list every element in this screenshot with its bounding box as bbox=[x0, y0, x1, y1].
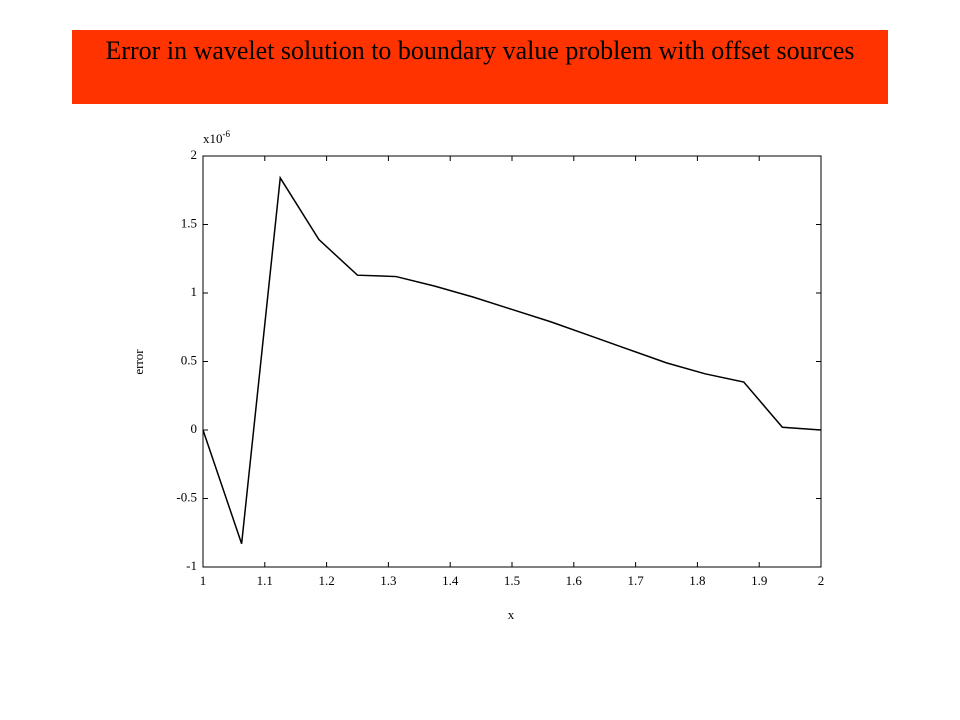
y-tick-label: 1 bbox=[191, 284, 198, 299]
y-multiplier-exponent: -6 bbox=[223, 129, 231, 139]
x-tick-label: 1.8 bbox=[689, 573, 705, 588]
x-tick-label: 1.4 bbox=[442, 573, 459, 588]
x-tick-label: 1.9 bbox=[751, 573, 767, 588]
x-tick-label: 1.5 bbox=[504, 573, 520, 588]
x-tick-label: 1.1 bbox=[257, 573, 273, 588]
y-tick-label: 1.5 bbox=[181, 215, 197, 230]
y-tick-label: -0.5 bbox=[176, 489, 197, 504]
y-tick-label: 0.5 bbox=[181, 352, 197, 367]
x-tick-label: 1.7 bbox=[627, 573, 644, 588]
y-axis-label: error bbox=[131, 349, 146, 375]
y-tick-label: 0 bbox=[191, 421, 198, 436]
plot-frame bbox=[202, 155, 822, 568]
x-axis-label: x bbox=[508, 607, 515, 622]
y-tick-label: -1 bbox=[186, 558, 197, 573]
x-tick-label: 1.6 bbox=[566, 573, 583, 588]
chart-title: Error in wavelet solution to boundary va… bbox=[72, 30, 888, 104]
x-tick-label: 1.2 bbox=[318, 573, 334, 588]
y-multiplier: x10-6 bbox=[203, 129, 230, 146]
y-tick-label: 2 bbox=[191, 147, 198, 162]
x-tick-label: 2 bbox=[818, 573, 825, 588]
data-line bbox=[202, 175, 822, 544]
x-tick-label: 1 bbox=[200, 573, 207, 588]
y-multiplier-base: x10 bbox=[203, 131, 223, 146]
x-tick-label: 1.3 bbox=[380, 573, 396, 588]
